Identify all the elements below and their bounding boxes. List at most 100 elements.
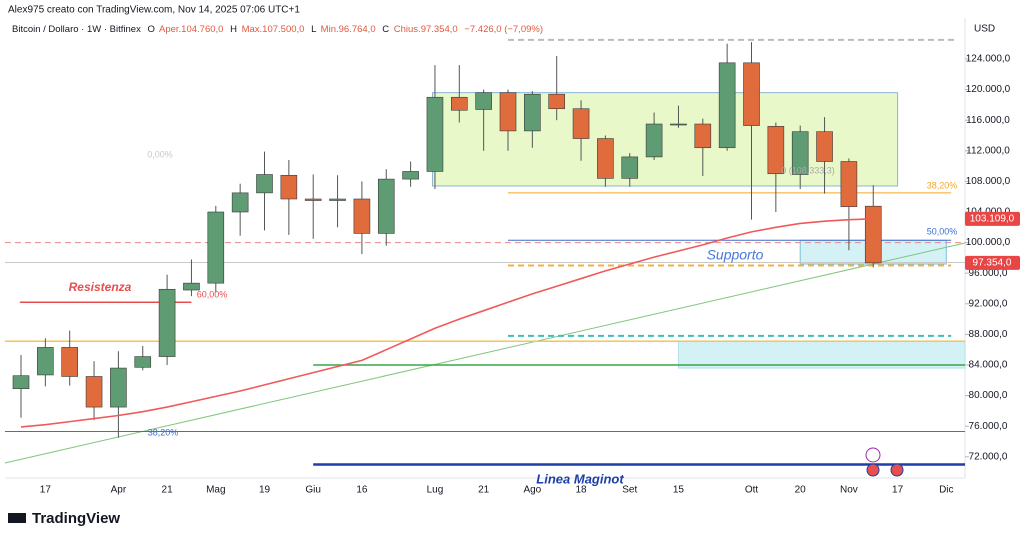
- overlay: Resistenza Supporto Linea Maginot 0,00% …: [69, 149, 958, 486]
- candle-body: [134, 356, 152, 368]
- currency: USD: [974, 24, 995, 35]
- legend-h: H: [230, 24, 237, 35]
- plot: [4, 38, 969, 466]
- y-tick-label: 84.000,0: [969, 360, 1008, 371]
- candle-body: [597, 138, 614, 179]
- price-tag: [965, 255, 1020, 270]
- x-tick-label: Giu: [305, 485, 321, 496]
- y-tick-label: 72.000,0: [969, 451, 1008, 462]
- annotation: 38,20%: [148, 427, 179, 437]
- annotation: 0 (108.333,3): [781, 165, 835, 175]
- legend-high: Max.107.500,0: [242, 24, 305, 35]
- x-tick-label: Ott: [745, 485, 759, 496]
- x-tick-label: Ago: [523, 485, 541, 496]
- candle-body: [207, 211, 225, 284]
- zone: [677, 340, 966, 369]
- legend-c: C: [382, 24, 389, 35]
- y-tick-label: 80.000,0: [969, 390, 1008, 401]
- x-tick-label: 17: [892, 485, 904, 496]
- ema-line: [20, 218, 874, 428]
- y-tick-label: 124.000,0: [966, 54, 1011, 65]
- candle-body: [475, 92, 492, 110]
- candle-body: [158, 288, 176, 357]
- legend: Bitcoin / Dollaro · 1W · Bitfinex O Aper…: [12, 24, 543, 35]
- legend-low: Min.96.764,0: [321, 24, 376, 35]
- y-tick-label: 76.000,0: [969, 421, 1008, 432]
- legend-o: O: [147, 24, 154, 35]
- candle-body: [548, 93, 566, 110]
- candle-body: [718, 62, 736, 149]
- candle-body: [377, 178, 395, 234]
- candle-body: [767, 126, 785, 175]
- candle-body: [670, 123, 687, 126]
- y-tick-label: 92.000,0: [969, 298, 1008, 309]
- trendline: [4, 242, 966, 464]
- candle-body: [743, 62, 760, 126]
- candle-body: [353, 198, 371, 234]
- candle-body: [231, 192, 249, 213]
- y-tick-label: 120.000,0: [966, 84, 1011, 95]
- x-tick-label: 20: [795, 485, 807, 496]
- x-tick-label: 21: [478, 485, 490, 496]
- x-tick-label: 16: [356, 485, 368, 496]
- y-tick-label: 112.000,0: [966, 145, 1010, 156]
- candle-body: [572, 108, 590, 139]
- candle-body: [840, 161, 858, 207]
- candle-body: [864, 205, 882, 264]
- candle-body: [645, 123, 663, 158]
- candle-body: [61, 347, 79, 377]
- annotation: Linea Maginot: [536, 471, 624, 486]
- annotation: 60,00%: [197, 289, 228, 299]
- legend-open: Aper.104.760,0: [159, 24, 223, 35]
- annotation: 50,00%: [927, 226, 958, 236]
- annotation: Supporto: [707, 247, 764, 263]
- y-tick-label: 96.000,0: [969, 268, 1008, 279]
- x-tick-label: 15: [673, 485, 685, 496]
- y-tick-label: 116.000,0: [966, 115, 1010, 126]
- annotation: 0,00%: [147, 149, 173, 159]
- candle-body: [256, 174, 273, 194]
- legend-symbol: Bitcoin / Dollaro · 1W · Bitfinex: [12, 24, 141, 35]
- x-tick-label: Dic: [939, 485, 953, 496]
- x-tick-label: Apr: [111, 485, 127, 496]
- candle-body: [816, 131, 833, 162]
- candle-body: [621, 156, 639, 179]
- candle-body: [402, 171, 419, 180]
- annotation: 38,20%: [927, 180, 958, 190]
- legend-change: −7.426,0 (−7,09%): [464, 24, 543, 35]
- price-tag-label: 97.354,0: [973, 257, 1012, 268]
- price-tag: [965, 211, 1020, 226]
- legend-close: Chius.97.354,0: [394, 24, 458, 35]
- candle-body: [110, 367, 127, 408]
- logo-mark: [8, 513, 26, 523]
- x-tick-label: 19: [259, 485, 271, 496]
- logo: TradingView: [8, 510, 120, 527]
- price-tag-label: 103.109,0: [970, 213, 1015, 224]
- candle-body: [524, 93, 541, 132]
- candle-body: [791, 131, 809, 175]
- candle-body: [499, 92, 517, 132]
- candle-body: [12, 375, 30, 390]
- event-icon[interactable]: [865, 447, 881, 463]
- candle-body: [304, 198, 322, 201]
- candle-body: [37, 347, 54, 376]
- event-icon[interactable]: [890, 463, 904, 477]
- candle-body: [694, 123, 712, 149]
- x-tick-label: Mag: [206, 485, 225, 496]
- y-tick-label: 108.000,0: [966, 176, 1011, 187]
- x-tick-label: Nov: [840, 485, 858, 496]
- legend-l: L: [311, 24, 316, 35]
- x-tick-label: 21: [162, 485, 174, 496]
- x-tick-label: Lug: [427, 485, 444, 496]
- x-tick-label: 18: [575, 485, 587, 496]
- logo-text: TradingView: [32, 510, 120, 527]
- y-tick-label: 100.000,0: [966, 237, 1011, 248]
- candle-body: [329, 198, 346, 201]
- candle-body: [183, 282, 200, 291]
- chart-title: Alex975 creato con TradingView.com, Nov …: [8, 5, 300, 16]
- candle-body: [280, 174, 298, 200]
- candle-body: [450, 96, 468, 111]
- event-icon[interactable]: [866, 463, 880, 477]
- x-tick-label: Set: [622, 485, 637, 496]
